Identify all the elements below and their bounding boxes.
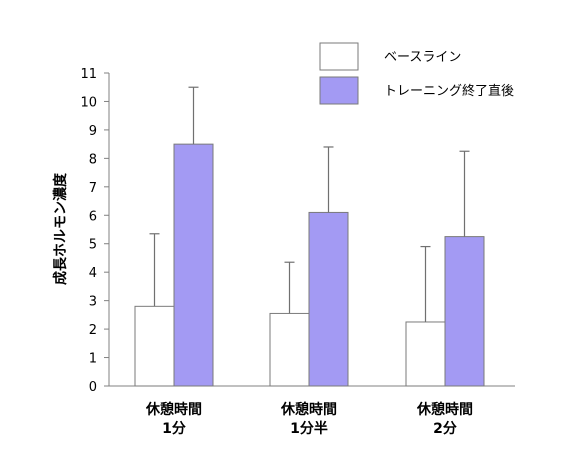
x-category-label: 休憩時間 [280,401,337,418]
bar-baseline [269,312,310,387]
y-tick-label: 9 [89,124,97,139]
bar-post-training [444,236,485,387]
bar-baseline [405,321,446,387]
y-tick-label: 0 [89,380,97,395]
legend-swatch-post-training [319,76,359,105]
legend-label: トレーニング終了直後 [384,83,514,99]
y-tick-label: 4 [89,266,97,281]
y-tick-label: 3 [89,295,97,310]
x-category-label: 休憩時間 [416,401,473,418]
bar-post-training [308,211,349,387]
legend-label: ベースライン [384,50,461,65]
legend-swatch-baseline [319,42,359,71]
y-tick-label: 1 [89,352,97,367]
y-tick-label: 5 [89,238,97,253]
y-tick-label: 2 [89,323,97,338]
y-tick-label: 7 [89,181,97,196]
x-category-label: 休憩時間 [145,401,202,418]
y-tick-label: 11 [80,67,97,82]
y-tick-label: 10 [80,95,97,110]
bar-post-training [173,143,214,387]
y-axis-label: 成長ホルモン濃度 [52,172,69,285]
y-tick-label: 8 [89,152,97,167]
bar-baseline [134,305,175,387]
x-category-label: 1分半 [290,420,328,437]
x-category-label: 1分 [162,421,186,437]
y-tick-label: 6 [89,209,97,224]
x-category-label: 2分 [433,421,457,437]
